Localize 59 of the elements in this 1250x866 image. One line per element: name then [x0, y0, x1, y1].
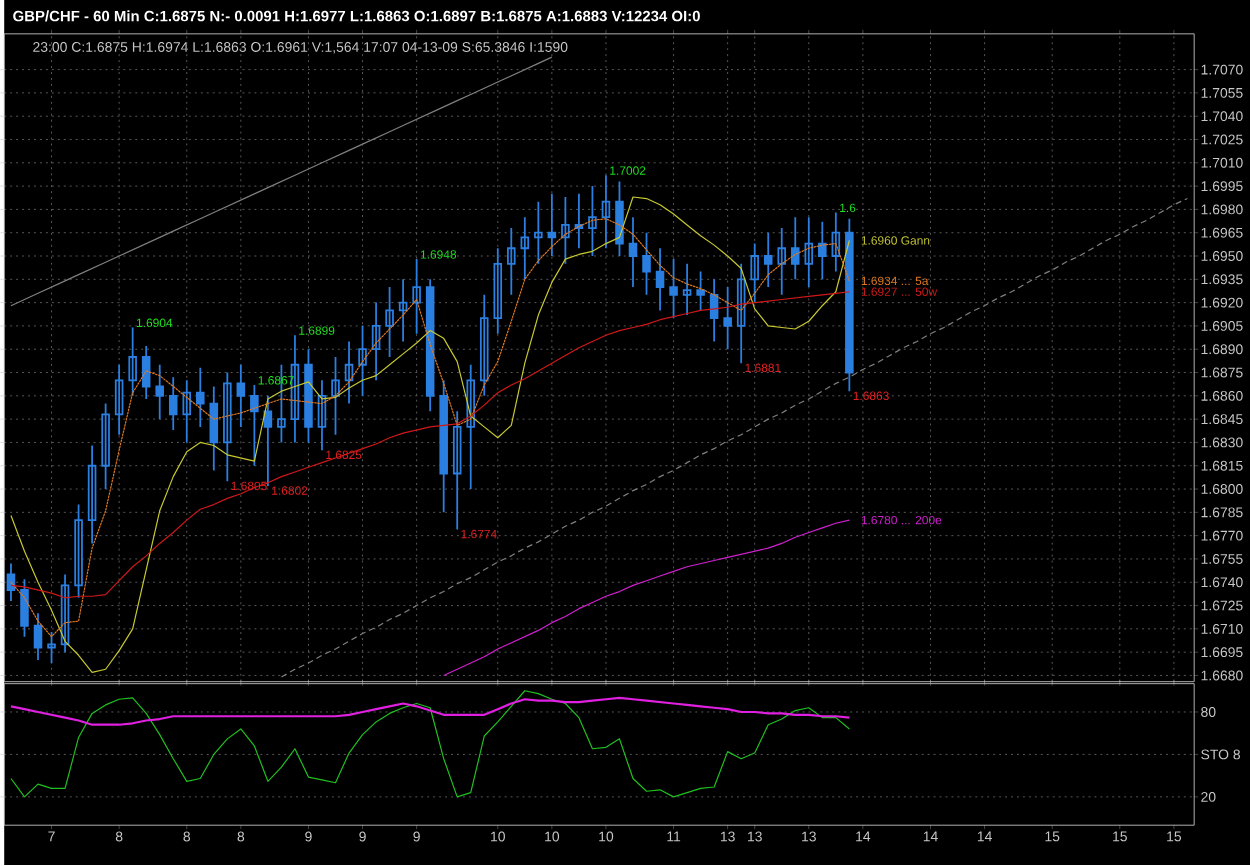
candlestick	[777, 227, 787, 297]
candlestick	[304, 348, 313, 444]
candlestick	[101, 403, 110, 491]
candlestick	[196, 367, 205, 429]
candlestick	[128, 327, 137, 398]
candlestick	[479, 294, 489, 398]
candlestick	[452, 410, 462, 531]
candlestick	[628, 216, 638, 289]
candlestick	[763, 232, 773, 289]
candlestick	[168, 376, 178, 432]
candlestick	[331, 356, 340, 437]
candlestick	[114, 364, 124, 437]
candlestick	[493, 247, 503, 336]
candlestick	[642, 232, 651, 297]
candlestick	[358, 325, 367, 398]
candlestick	[209, 386, 219, 472]
candlestick	[818, 221, 827, 281]
candlestick	[317, 379, 327, 452]
candlestick	[398, 278, 408, 343]
candlestick	[439, 379, 448, 514]
candlestick	[750, 243, 759, 304]
candlestick	[344, 341, 354, 405]
candlestick	[520, 216, 530, 281]
candlestick	[20, 578, 29, 638]
candlestick	[385, 286, 394, 359]
candlestick	[155, 364, 164, 421]
candlestick	[601, 174, 611, 250]
candlestick	[290, 334, 300, 444]
candlestick	[236, 364, 246, 429]
candlestick	[507, 227, 516, 297]
candlestick	[723, 286, 732, 351]
line-series	[10, 690, 850, 798]
candlestick	[736, 263, 746, 365]
candlestick	[696, 271, 705, 312]
candlestick	[790, 216, 800, 281]
candlestick	[412, 258, 421, 336]
candlestick	[682, 263, 692, 317]
candlestick	[588, 185, 597, 258]
candlestick	[709, 278, 719, 343]
candlestick	[561, 196, 570, 266]
candlestick	[223, 372, 232, 483]
candlestick	[47, 631, 56, 665]
candlestick	[655, 247, 665, 312]
candlestick	[250, 384, 259, 468]
candlestick	[845, 218, 854, 393]
candlestick	[466, 364, 476, 491]
candlestick	[669, 258, 678, 320]
candlestick	[182, 379, 192, 444]
candlestick	[534, 201, 543, 266]
candlestick	[33, 612, 43, 662]
candlestick	[547, 193, 557, 258]
candlestick	[574, 193, 584, 250]
candlestick	[263, 395, 273, 488]
candlestick	[371, 302, 381, 382]
candlestick	[804, 216, 814, 289]
candlestick	[6, 563, 16, 603]
candlestick	[87, 445, 97, 545]
candlestick	[74, 504, 83, 600]
candlestick	[831, 212, 841, 273]
